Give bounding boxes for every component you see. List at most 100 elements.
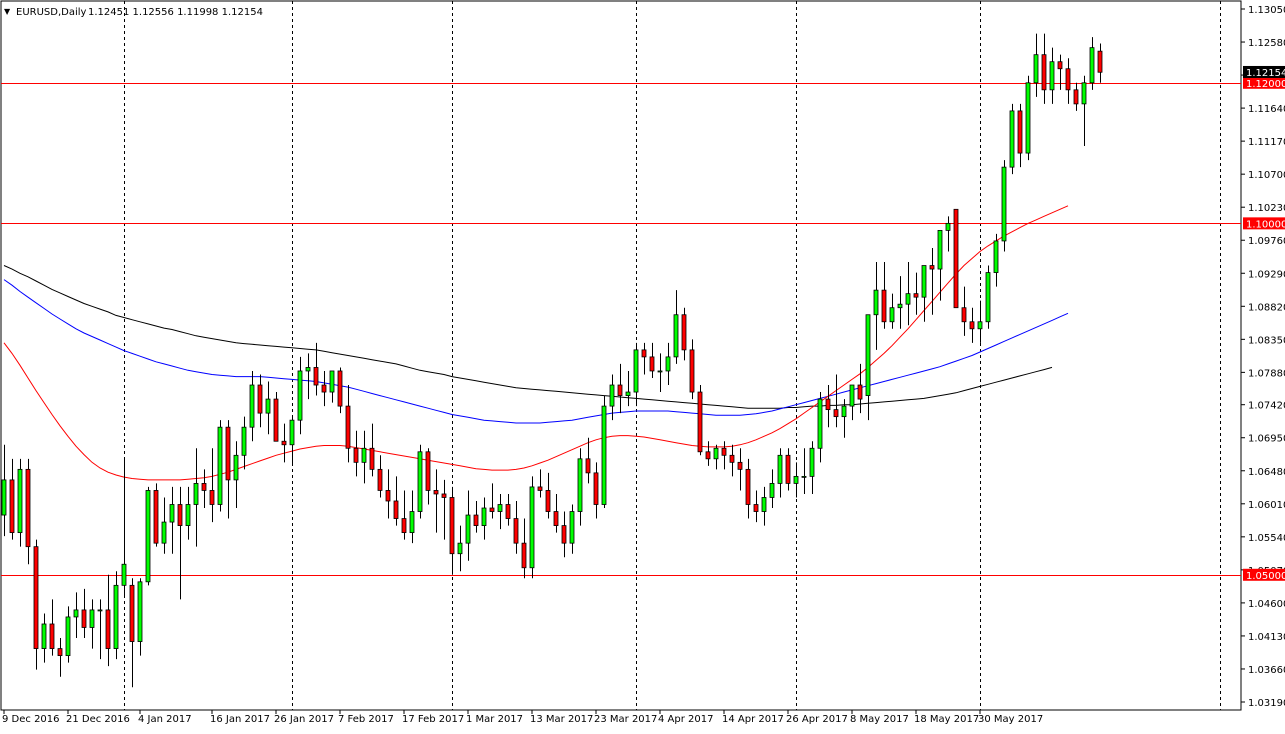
- candle[interactable]: [113, 571, 119, 660]
- candle[interactable]: [401, 490, 407, 540]
- candle[interactable]: [1041, 33, 1047, 104]
- candle[interactable]: [209, 448, 215, 523]
- candle[interactable]: [737, 448, 743, 491]
- candle[interactable]: [913, 272, 919, 315]
- candle[interactable]: [905, 262, 911, 326]
- candle[interactable]: [665, 342, 671, 386]
- candle[interactable]: [705, 441, 711, 466]
- candle[interactable]: [65, 606, 71, 663]
- candle[interactable]: [449, 486, 455, 575]
- candle[interactable]: [273, 392, 279, 442]
- candle[interactable]: [657, 353, 663, 393]
- candle[interactable]: [25, 458, 31, 565]
- candle[interactable]: [265, 381, 271, 435]
- candle[interactable]: [441, 479, 447, 540]
- candle[interactable]: [1073, 82, 1079, 111]
- candle[interactable]: [865, 314, 871, 421]
- candle[interactable]: [297, 356, 303, 435]
- candle[interactable]: [193, 448, 199, 547]
- candle[interactable]: [529, 476, 535, 579]
- candle[interactable]: [321, 370, 327, 407]
- candle[interactable]: [1081, 75, 1087, 147]
- candle[interactable]: [153, 483, 159, 547]
- candle[interactable]: [473, 500, 479, 533]
- candle[interactable]: [609, 374, 615, 421]
- candle[interactable]: [873, 262, 879, 350]
- candle[interactable]: [785, 448, 791, 491]
- candle[interactable]: [257, 374, 263, 428]
- candle[interactable]: [721, 441, 727, 470]
- candle[interactable]: [793, 462, 799, 498]
- candle[interactable]: [985, 265, 991, 329]
- dropdown-arrow-icon[interactable]: ▼: [4, 7, 11, 16]
- candle[interactable]: [225, 420, 231, 519]
- candle[interactable]: [1065, 58, 1071, 104]
- candle[interactable]: [73, 592, 79, 639]
- candle[interactable]: [305, 353, 311, 400]
- candle[interactable]: [433, 469, 439, 533]
- candle[interactable]: [481, 497, 487, 540]
- candle[interactable]: [713, 444, 719, 470]
- candle[interactable]: [617, 363, 623, 414]
- candle[interactable]: [769, 469, 775, 509]
- candle[interactable]: [889, 293, 895, 329]
- candle[interactable]: [825, 385, 831, 428]
- candle[interactable]: [457, 525, 463, 572]
- candle[interactable]: [521, 518, 527, 579]
- candle[interactable]: [561, 511, 567, 558]
- candle[interactable]: [697, 385, 703, 456]
- candle[interactable]: [1025, 75, 1031, 161]
- candle[interactable]: [641, 342, 647, 375]
- candle[interactable]: [857, 363, 863, 414]
- candle[interactable]: [89, 599, 95, 649]
- candle[interactable]: [137, 578, 143, 656]
- candle[interactable]: [937, 229, 943, 301]
- candle[interactable]: [145, 486, 151, 586]
- candle[interactable]: [425, 448, 431, 505]
- candle[interactable]: [953, 208, 959, 309]
- candle[interactable]: [833, 374, 839, 428]
- candle[interactable]: [841, 399, 847, 438]
- candle[interactable]: [329, 370, 335, 403]
- candle[interactable]: [353, 430, 359, 477]
- candle[interactable]: [921, 265, 927, 322]
- candle[interactable]: [881, 262, 887, 329]
- candle[interactable]: [161, 497, 167, 554]
- candle[interactable]: [97, 599, 103, 660]
- candle[interactable]: [345, 385, 351, 463]
- candle[interactable]: [377, 455, 383, 498]
- candle[interactable]: [41, 613, 47, 663]
- candle[interactable]: [545, 472, 551, 519]
- candle[interactable]: [417, 444, 423, 519]
- candle[interactable]: [553, 493, 559, 533]
- candle[interactable]: [105, 574, 111, 667]
- candle[interactable]: [233, 441, 239, 509]
- candle[interactable]: [169, 486, 175, 554]
- candle[interactable]: [1089, 37, 1095, 90]
- candle[interactable]: [1097, 43, 1103, 83]
- candle[interactable]: [337, 367, 343, 414]
- candle[interactable]: [849, 384, 855, 421]
- candle[interactable]: [505, 493, 511, 526]
- candle[interactable]: [129, 578, 135, 688]
- candle[interactable]: [49, 599, 55, 656]
- candle[interactable]: [201, 469, 207, 509]
- candle[interactable]: [281, 423, 287, 463]
- candle[interactable]: [313, 342, 319, 396]
- candle[interactable]: [969, 307, 975, 343]
- candle[interactable]: [1001, 160, 1007, 252]
- candle[interactable]: [1017, 103, 1023, 168]
- candle[interactable]: [465, 490, 471, 561]
- candle[interactable]: [649, 342, 655, 378]
- candle[interactable]: [537, 469, 543, 498]
- candle[interactable]: [497, 493, 503, 530]
- candle[interactable]: [489, 483, 495, 519]
- candle[interactable]: [369, 423, 375, 477]
- candle[interactable]: [753, 490, 759, 523]
- candle[interactable]: [945, 216, 951, 252]
- candle[interactable]: [177, 486, 183, 600]
- candle[interactable]: [777, 448, 783, 498]
- candle[interactable]: [409, 490, 415, 544]
- candle[interactable]: [625, 370, 631, 407]
